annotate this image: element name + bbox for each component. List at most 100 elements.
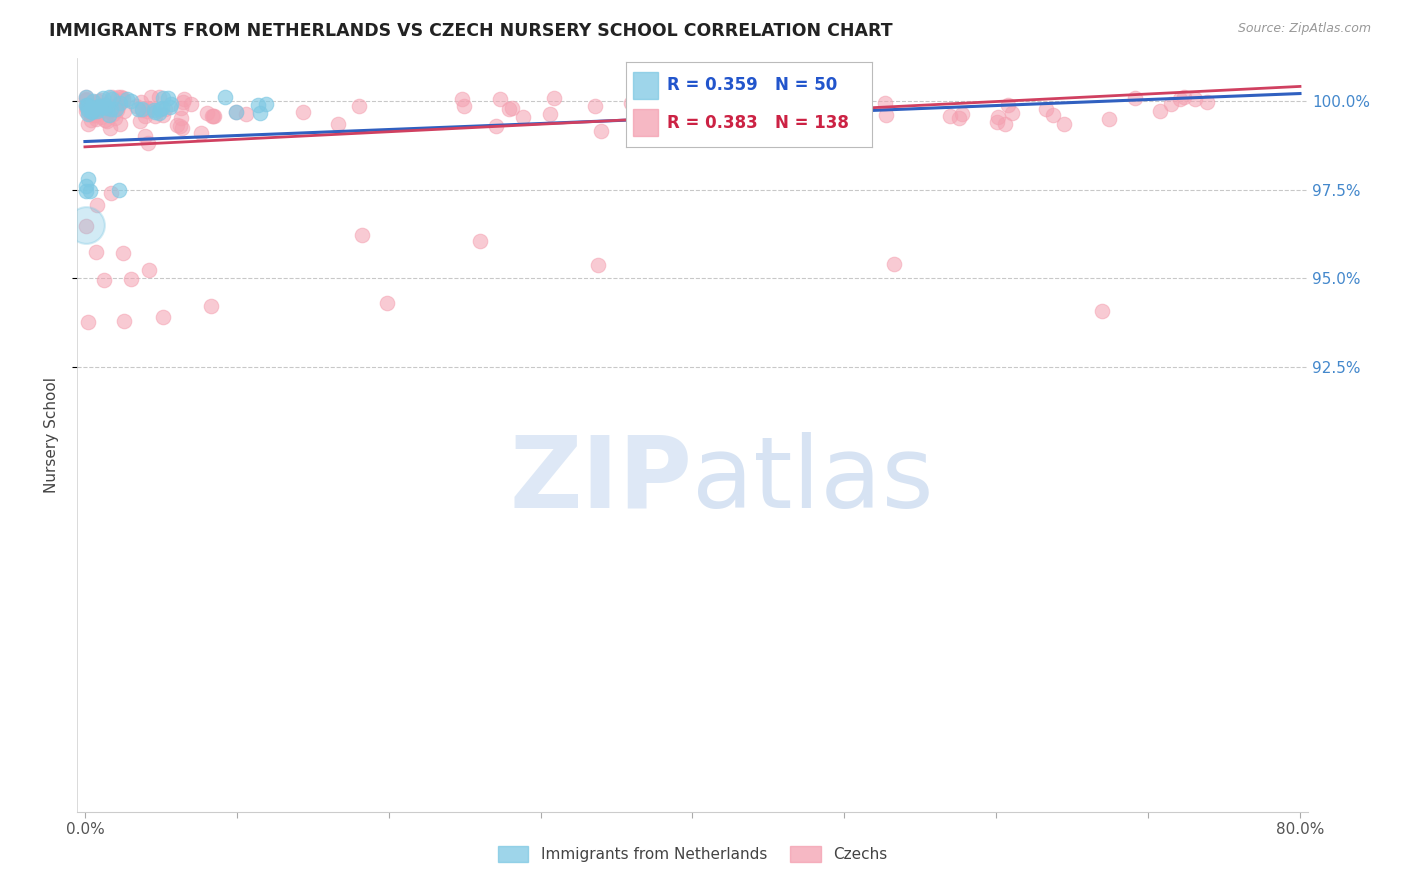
Point xyxy=(375,295,398,310)
Point xyxy=(75,178,97,193)
Point xyxy=(583,99,606,113)
Point xyxy=(75,218,97,232)
Point xyxy=(77,172,100,186)
Point xyxy=(1197,95,1219,110)
Point xyxy=(152,310,174,324)
Point xyxy=(156,91,179,105)
Point xyxy=(1168,92,1191,106)
Point xyxy=(89,93,111,107)
Point xyxy=(1042,108,1064,122)
Point xyxy=(87,105,110,120)
Bar xyxy=(633,109,658,136)
Point xyxy=(108,96,131,111)
Point xyxy=(987,111,1010,125)
Point xyxy=(1000,106,1022,120)
Point xyxy=(90,100,112,114)
Point xyxy=(93,273,115,287)
Point xyxy=(100,98,122,112)
Text: R = 0.383   N = 138: R = 0.383 N = 138 xyxy=(668,113,849,132)
Point xyxy=(655,106,678,120)
Point xyxy=(249,106,271,120)
Point xyxy=(82,105,104,120)
Point xyxy=(79,184,101,198)
Point xyxy=(120,94,142,108)
Point xyxy=(225,104,247,119)
Point xyxy=(201,109,224,123)
Point xyxy=(1173,90,1195,104)
Point xyxy=(100,186,122,200)
Point xyxy=(104,111,127,125)
Point xyxy=(86,99,108,113)
Point xyxy=(80,104,103,119)
Text: Source: ZipAtlas.com: Source: ZipAtlas.com xyxy=(1237,22,1371,36)
Point xyxy=(498,102,520,116)
Point xyxy=(451,92,474,106)
Point xyxy=(107,98,129,112)
Point xyxy=(76,97,98,112)
Point xyxy=(190,126,212,140)
Point xyxy=(138,263,160,277)
Point xyxy=(143,103,166,117)
Point xyxy=(94,98,117,112)
Point xyxy=(143,105,166,120)
Point xyxy=(135,104,157,119)
Point xyxy=(86,100,108,114)
Point xyxy=(87,102,110,116)
Point xyxy=(83,108,105,122)
Point xyxy=(169,119,191,133)
Point xyxy=(195,106,218,120)
Point xyxy=(247,98,270,112)
Point xyxy=(1160,97,1182,112)
Point xyxy=(84,244,107,259)
Point xyxy=(75,184,97,198)
Point xyxy=(105,103,128,118)
Point xyxy=(1149,104,1171,119)
Point xyxy=(91,91,114,105)
Point xyxy=(1053,117,1076,131)
Point xyxy=(129,113,152,128)
Point xyxy=(875,108,897,122)
Point xyxy=(80,113,103,128)
Point xyxy=(80,101,103,115)
Point xyxy=(82,103,104,117)
Point xyxy=(138,101,160,115)
Point xyxy=(148,105,170,120)
Point xyxy=(112,103,135,118)
Point xyxy=(101,107,124,121)
Point xyxy=(950,107,973,121)
Point xyxy=(328,117,350,131)
Point xyxy=(591,124,613,138)
Point xyxy=(80,104,103,119)
Point xyxy=(86,198,108,212)
Legend: Immigrants from Netherlands, Czechs: Immigrants from Netherlands, Czechs xyxy=(492,840,893,868)
Point xyxy=(107,183,129,197)
Point xyxy=(172,120,194,135)
Point xyxy=(115,92,138,106)
Point xyxy=(986,115,1008,129)
Point xyxy=(485,120,508,134)
Point xyxy=(169,111,191,125)
Text: ZIP: ZIP xyxy=(509,432,693,529)
Point xyxy=(127,102,149,116)
Point xyxy=(107,90,129,104)
Point xyxy=(96,101,118,115)
Point xyxy=(112,246,135,260)
Point xyxy=(883,257,905,271)
Point xyxy=(75,100,97,114)
Point xyxy=(292,104,315,119)
Point xyxy=(150,102,173,116)
Point xyxy=(80,107,103,121)
Point xyxy=(90,101,112,115)
Point xyxy=(131,102,153,116)
Point xyxy=(675,92,697,106)
Point xyxy=(98,121,121,136)
Point xyxy=(82,95,104,109)
Point xyxy=(201,109,224,123)
Point xyxy=(948,111,970,125)
Point xyxy=(143,109,166,123)
Point xyxy=(75,90,97,104)
Point xyxy=(110,90,132,104)
Point xyxy=(91,103,114,118)
Point xyxy=(727,97,749,112)
Point xyxy=(468,234,491,248)
